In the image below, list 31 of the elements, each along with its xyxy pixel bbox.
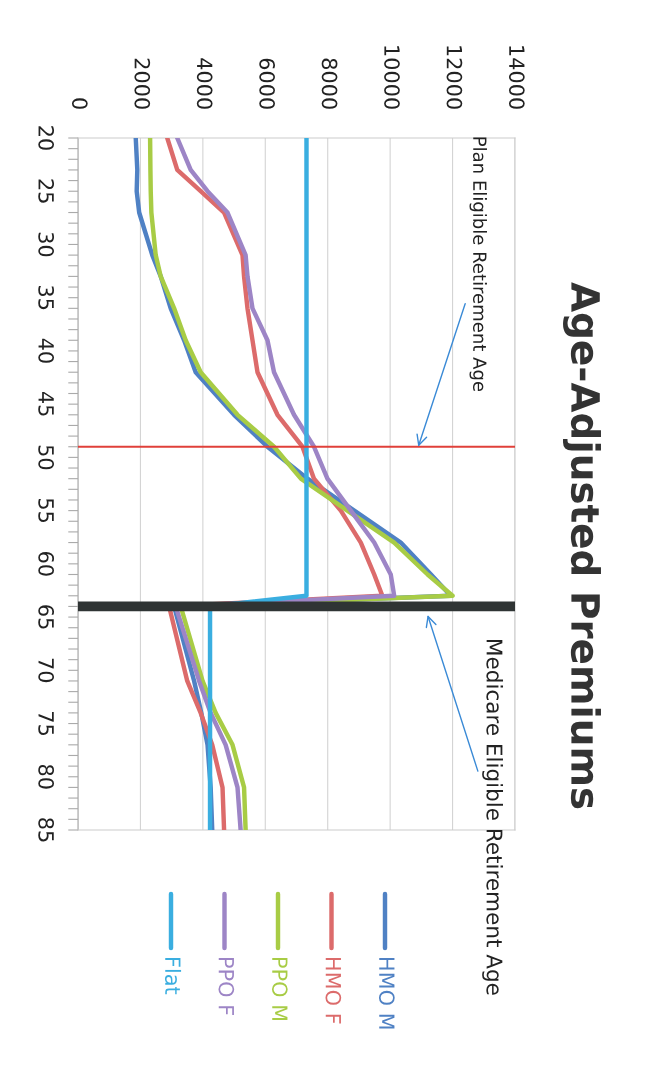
text: PPO M — [271, 958, 288, 1021]
x-tick-label: 14000 — [508, 46, 525, 109]
y-tick-label: 60 — [38, 552, 55, 576]
annotation: Plan Eligible Retirement Age — [469, 137, 487, 392]
y-tick-label: 75 — [38, 711, 54, 735]
x-tick-label: 10000 — [384, 46, 400, 109]
annotation: Medicare Eligible Retirement Age — [482, 640, 504, 995]
y-tick-label: 40 — [38, 338, 55, 363]
text: Age-Adjusted Premiums — [563, 282, 601, 809]
x-tick-label: 4000 — [196, 58, 213, 109]
x-tick-label: 12000 — [446, 46, 463, 109]
x-tick-label: 8000 — [321, 58, 338, 109]
text: HMO F — [325, 958, 342, 1024]
x-tick-label: 6000 — [259, 58, 275, 109]
y-tick-label: 45 — [38, 391, 54, 416]
y-tick-label: 80 — [38, 764, 55, 789]
y-tick-label: 55 — [38, 498, 54, 523]
line-series — [207, 138, 309, 830]
x-tick-label: 2000 — [134, 58, 151, 109]
x-tick-label: 0 — [71, 98, 88, 109]
y-tick-label: 35 — [38, 286, 55, 310]
text: Flat — [164, 958, 182, 995]
y-tick-label: 70 — [38, 658, 55, 683]
text: HMO M — [378, 958, 395, 1029]
y-tick-label: 25 — [38, 179, 55, 203]
y-tick-label: 85 — [38, 818, 55, 842]
y-tick-label: 30 — [38, 232, 55, 257]
y-tick-label: 65 — [38, 605, 55, 629]
text: PPO F — [218, 958, 235, 1015]
y-tick-label: 50 — [38, 445, 55, 470]
y-tick-label: 20 — [38, 126, 55, 150]
